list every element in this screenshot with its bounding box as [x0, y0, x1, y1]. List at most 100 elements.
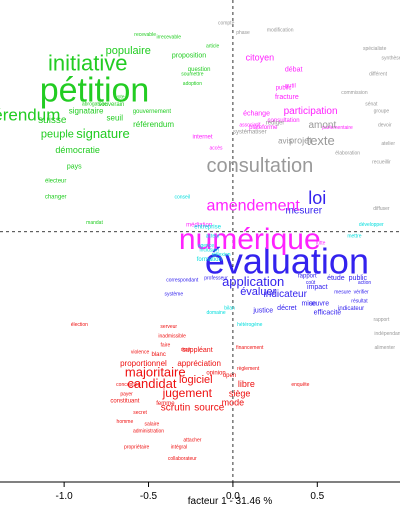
word-label: atelier: [381, 141, 395, 147]
word-label: œuvre: [309, 300, 329, 307]
word-label: seuil: [107, 113, 124, 122]
word-label: outil: [285, 83, 296, 89]
word-label: suisse: [38, 115, 67, 126]
word-label: mesure: [334, 289, 351, 295]
word-label: citoyen: [246, 52, 275, 62]
word-label: efficacité: [314, 310, 342, 317]
word-label: phase: [236, 30, 250, 36]
word-label: évaluation: [205, 241, 369, 282]
word-label: groupe: [374, 109, 390, 115]
word-label: coût: [306, 280, 316, 286]
word-label: proposition: [172, 52, 206, 59]
word-label: amendement: [206, 197, 300, 214]
word-label: système: [165, 292, 184, 298]
word-label: appréciation: [177, 359, 221, 368]
word-label: règlement: [237, 366, 260, 372]
word-label: consultation: [207, 155, 314, 177]
x-tick-label: 0.0: [226, 491, 240, 502]
word-label: développer: [359, 222, 384, 228]
word-label: intégral: [171, 445, 187, 451]
word-label: différent: [369, 71, 388, 77]
x-axis-label: facteur 1 - 31.46 %: [187, 496, 273, 507]
word-label: salaire: [145, 421, 160, 427]
word-label: rédiger: [266, 120, 285, 126]
word-label: référendum: [133, 120, 174, 129]
word-label: professeur: [204, 275, 228, 281]
word-label: sénat: [365, 102, 378, 108]
word-label: échange: [243, 110, 270, 117]
word-label: élection: [71, 322, 88, 328]
word-label: constituant: [110, 398, 139, 404]
word-label: évaluer: [240, 286, 276, 298]
word-label: gouvernement: [133, 109, 172, 115]
word-label: rapport: [374, 317, 390, 323]
word-label: mise: [301, 300, 316, 307]
word-label: financement: [236, 345, 264, 351]
word-label: médiation: [186, 222, 212, 228]
word-label: question: [188, 67, 211, 73]
word-label: accès: [210, 146, 224, 152]
word-label: violence: [131, 350, 150, 356]
word-label: populaire: [106, 45, 151, 57]
x-tick-label: -0.5: [140, 491, 158, 502]
word-label: loi: [308, 188, 326, 208]
word-label: article: [206, 44, 220, 50]
word-label: pétition: [40, 72, 150, 110]
word-label: avis: [278, 136, 292, 145]
word-label: électeur: [45, 178, 66, 184]
word-label: attacher: [183, 438, 201, 444]
word-label: rapport: [298, 273, 317, 279]
word-label: décret: [277, 305, 297, 312]
word-label: jugement: [162, 386, 213, 400]
word-label: soumettre: [181, 71, 203, 77]
word-label: indicateur: [338, 306, 364, 312]
word-label: synthèse: [382, 55, 400, 61]
word-label: lutte: [316, 241, 326, 247]
word-label: numérique: [179, 223, 321, 256]
word-label: faire: [161, 343, 171, 349]
word-label: réflexion: [212, 252, 231, 258]
word-label: opinion: [206, 371, 225, 377]
reference-lines: [0, 0, 400, 482]
word-label: amont: [308, 120, 336, 131]
word-label: parlementaire: [322, 125, 353, 131]
word-label: scrutin: [161, 402, 190, 413]
x-tick-label: -1.0: [56, 491, 74, 502]
word-label: résultat: [351, 299, 368, 305]
word-label: vérifier: [354, 289, 369, 295]
word-label: inclusion: [200, 248, 220, 254]
word-label: majoritaire: [125, 365, 186, 380]
word-label: adoption: [183, 81, 202, 87]
word-label: payer: [120, 391, 133, 397]
word-label: projet: [289, 136, 312, 146]
word-label: conseil: [174, 194, 190, 200]
word-label: étude: [327, 275, 345, 282]
word-label: indicateur: [264, 289, 308, 300]
word-label: femme: [156, 401, 175, 407]
word-label: démocratie: [55, 145, 100, 155]
word-label: correspondant: [166, 278, 199, 284]
word-label: souverain: [98, 102, 124, 108]
word-label: irrecevable: [157, 34, 182, 40]
word-label: mettre: [347, 234, 361, 240]
word-label: justice: [252, 307, 273, 314]
word-label: fracture: [275, 94, 299, 101]
word-label: référendum: [0, 105, 60, 124]
word-label: siège: [229, 388, 251, 398]
word-label: recevable: [134, 32, 156, 38]
word-label: libre: [238, 379, 255, 389]
word-label: formation: [197, 257, 222, 263]
word-label: administration: [133, 428, 164, 434]
x-axis-ticks: -1.0 -0.5 0.0 0.5: [56, 482, 325, 502]
word-label: associatif: [239, 122, 260, 128]
word-label: droit: [181, 347, 191, 353]
word-label: systématiser: [233, 130, 267, 136]
word-label: consultation: [268, 118, 300, 124]
word-label: domaine: [206, 310, 225, 316]
word-label: modification: [267, 27, 294, 33]
word-label: commission: [341, 90, 368, 96]
word-label: débat: [285, 66, 303, 73]
word-label: collaborateur: [168, 456, 197, 462]
word-label: suppléant: [182, 347, 212, 354]
word-label: changer: [45, 195, 67, 201]
